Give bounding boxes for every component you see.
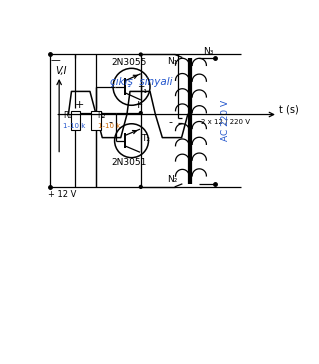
Text: T₁: T₁ <box>138 86 147 95</box>
Text: -: - <box>109 117 113 127</box>
Circle shape <box>139 53 142 56</box>
Text: 1-10 k: 1-10 k <box>98 123 120 129</box>
Bar <box>92 111 101 130</box>
Text: 2N3055: 2N3055 <box>112 58 147 67</box>
Text: +: + <box>134 100 143 110</box>
Text: 2 x 12 / 220 V: 2 x 12 / 220 V <box>201 119 250 125</box>
Text: AC 220 V: AC 220 V <box>221 100 230 141</box>
Bar <box>71 111 80 130</box>
Text: V,I: V,I <box>55 67 67 76</box>
Text: 1-10 k: 1-10 k <box>63 123 85 129</box>
Circle shape <box>139 186 142 188</box>
Text: +: + <box>74 100 84 110</box>
Text: -: - <box>169 117 173 127</box>
Text: N₃: N₃ <box>203 47 213 56</box>
Circle shape <box>139 112 142 114</box>
Text: R₁: R₁ <box>63 111 71 120</box>
Text: N₁: N₁ <box>167 57 177 66</box>
Text: R₂: R₂ <box>98 111 106 120</box>
Text: t (s): t (s) <box>279 104 299 114</box>
Text: + 12 V: + 12 V <box>48 190 77 199</box>
Text: çıkış  sinyali: çıkış sinyali <box>110 77 173 87</box>
Text: —: — <box>51 55 60 65</box>
Text: 2N3051: 2N3051 <box>112 158 147 167</box>
Text: N₂: N₂ <box>167 175 177 184</box>
Text: T₂: T₂ <box>141 134 150 143</box>
